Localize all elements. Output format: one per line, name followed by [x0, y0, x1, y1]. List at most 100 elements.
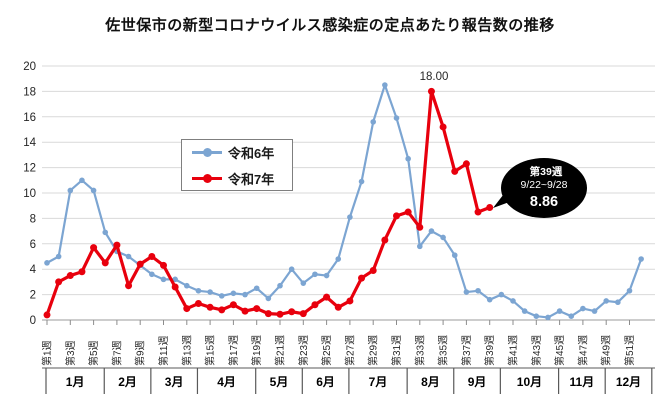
peak-value-label: 18.00	[420, 71, 449, 83]
x-tick-label: 第27週	[343, 335, 356, 366]
data-point	[101, 259, 109, 267]
legend: 令和6年 令和7年	[181, 139, 293, 191]
reiwa6-line-swatch	[192, 147, 222, 157]
x-tick-label: 第49週	[600, 335, 613, 366]
callout-week39-bubble: 第39週 9/22~9/28 8.86	[493, 158, 587, 218]
data-point	[300, 280, 307, 286]
y-tick-label: 8	[30, 213, 36, 225]
callout-value: 8.86	[530, 194, 558, 210]
data-point	[218, 306, 226, 314]
x-tick-label: 第1週	[41, 340, 54, 366]
data-series	[43, 82, 644, 321]
data-point	[521, 308, 528, 314]
data-point	[626, 287, 633, 294]
x-tick-label: 第19週	[250, 335, 263, 366]
y-tick-label: 6	[30, 239, 36, 251]
data-point	[44, 260, 50, 266]
y-tick-label: 20	[23, 61, 36, 73]
data-point	[393, 212, 400, 220]
data-point	[160, 261, 167, 269]
data-point	[393, 115, 400, 121]
x-tick-label: 第31週	[390, 335, 403, 366]
callout-body	[501, 158, 587, 218]
x-tick-label: 第5週	[87, 340, 100, 366]
month-label: 9月	[468, 375, 487, 389]
data-point	[172, 276, 178, 283]
data-point	[149, 271, 155, 278]
data-point	[253, 285, 260, 292]
data-point	[370, 119, 377, 125]
x-tick-label: 第43週	[530, 335, 543, 366]
month-label: 5月	[270, 375, 289, 389]
data-point	[276, 310, 284, 318]
month-label: 1月	[66, 375, 85, 389]
x-tick-label: 第13週	[180, 335, 193, 366]
data-point	[439, 123, 447, 131]
data-point	[160, 276, 167, 283]
x-tick-label: 第21週	[274, 335, 287, 366]
data-point	[405, 155, 411, 162]
data-point	[358, 274, 366, 282]
y-tick-label: 14	[23, 137, 36, 149]
x-tick-label: 第3週	[64, 340, 77, 366]
callout-daterange: 9/22~9/28	[520, 179, 567, 191]
x-axis-week-labels: 第1週 第3週 第5週 第7週 第9週 第11週 第13週 第15週 第17週 第19週 第21週第…	[41, 335, 637, 366]
data-point	[498, 291, 505, 298]
data-point	[148, 253, 156, 260]
data-point	[102, 229, 109, 236]
month-label: 4月	[217, 375, 236, 389]
callout-week: 第39週	[530, 165, 563, 178]
data-point	[288, 266, 295, 273]
x-tick-label: 第25週	[320, 335, 333, 366]
data-point	[195, 287, 202, 294]
data-point	[136, 260, 144, 268]
month-label: 7月	[369, 375, 388, 389]
data-point	[462, 160, 470, 168]
x-tick-label: 第7週	[110, 340, 123, 366]
data-point	[241, 307, 249, 315]
data-point	[603, 298, 609, 304]
data-point	[638, 256, 644, 262]
x-tick-label: 第29週	[367, 335, 380, 366]
x-tick-label: 第33週	[413, 335, 426, 366]
data-point	[440, 234, 446, 241]
data-point	[67, 187, 74, 194]
legend-label-reiwa6: 令和6年	[228, 145, 275, 161]
data-point	[556, 308, 563, 314]
x-tick-label: 第23週	[297, 335, 310, 366]
data-point	[194, 299, 202, 307]
data-point	[264, 310, 272, 318]
y-tick-label: 12	[23, 163, 36, 175]
data-point	[486, 296, 493, 303]
month-label: 6月	[316, 375, 335, 389]
data-point	[43, 311, 51, 319]
data-point	[369, 266, 377, 274]
data-point	[277, 282, 283, 289]
data-point	[347, 214, 353, 220]
reiwa7-line-swatch	[192, 173, 222, 183]
data-point	[253, 305, 261, 313]
data-point	[533, 313, 540, 319]
month-label: 8月	[421, 375, 440, 389]
data-point	[486, 203, 494, 211]
data-point	[78, 268, 86, 276]
data-point	[545, 314, 551, 321]
data-point	[404, 208, 412, 216]
legend-label-reiwa7: 令和7年	[228, 171, 275, 187]
data-point	[323, 293, 331, 301]
data-point	[312, 271, 318, 278]
y-tick-label: 4	[30, 264, 37, 276]
data-point	[475, 287, 481, 294]
data-point	[474, 208, 482, 216]
series-line	[45, 83, 643, 319]
data-point	[416, 223, 424, 231]
y-tick-label: 18	[23, 86, 36, 98]
data-point	[55, 253, 62, 260]
x-tick-label: 第39週	[483, 335, 496, 366]
data-point	[207, 289, 213, 295]
data-point	[358, 178, 365, 185]
data-point	[580, 305, 586, 312]
month-label: 12月	[616, 375, 641, 389]
x-tick-label: 第37週	[460, 335, 473, 366]
